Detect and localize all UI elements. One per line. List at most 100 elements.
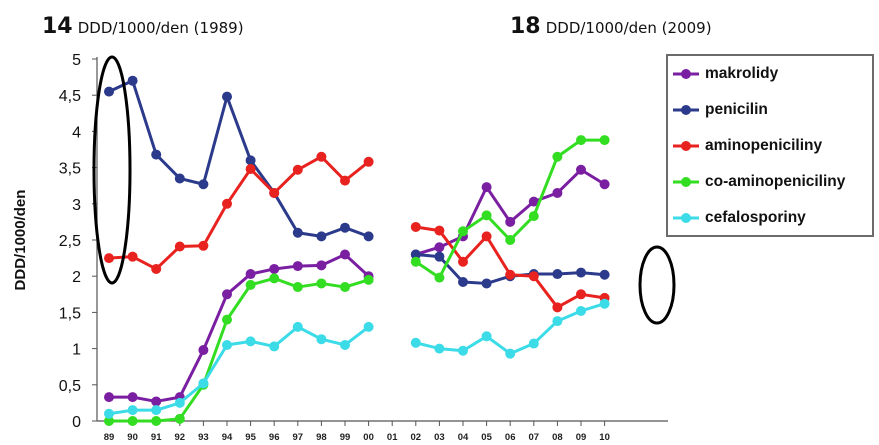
legend-swatch-co-aminopeniciliny bbox=[673, 177, 699, 187]
data-point-penicilin bbox=[481, 278, 492, 289]
data-point-aminopeniciliny bbox=[505, 269, 516, 280]
data-point-aminopeniciliny bbox=[340, 175, 350, 186]
data-point-penicilin bbox=[434, 251, 445, 262]
annotation-ellipse-right bbox=[638, 245, 676, 325]
x-tick-label: 92 bbox=[175, 432, 186, 443]
data-point-co-aminopeniciliny bbox=[434, 272, 445, 283]
data-point-aminopeniciliny bbox=[174, 241, 185, 252]
data-point-aminopeniciliny bbox=[552, 302, 563, 313]
data-point-co-aminopeniciliny bbox=[481, 210, 492, 221]
data-point-aminopeniciliny bbox=[316, 151, 327, 162]
data-point-aminopeniciliny bbox=[458, 256, 468, 267]
data-point-co-aminopeniciliny bbox=[245, 279, 256, 290]
data-point-co-aminopeniciliny bbox=[174, 413, 185, 424]
data-point-aminopeniciliny bbox=[151, 263, 162, 274]
data-point-makrolidy bbox=[222, 289, 232, 300]
data-point-aminopeniciliny bbox=[528, 271, 539, 282]
data-point-makrolidy bbox=[599, 179, 610, 190]
data-point-makrolidy bbox=[151, 396, 162, 407]
x-tick-label: 98 bbox=[316, 432, 327, 443]
y-tick-label: 2,5 bbox=[59, 233, 81, 250]
header-left: 14 DDD/1000/den (1989) bbox=[42, 14, 244, 39]
data-point-co-aminopeniciliny bbox=[458, 226, 468, 237]
data-point-penicilin bbox=[458, 276, 468, 287]
legend-swatch-penicilin bbox=[673, 105, 699, 115]
data-point-aminopeniciliny bbox=[434, 225, 445, 236]
data-point-makrolidy bbox=[104, 392, 114, 403]
data-point-co-aminopeniciliny bbox=[151, 416, 162, 426]
data-point-cefalosporiny bbox=[434, 343, 445, 354]
data-point-penicilin bbox=[316, 231, 327, 242]
data-point-cefalosporiny bbox=[198, 378, 209, 389]
x-tick-label: 04 bbox=[458, 432, 469, 443]
y-tick-label: 1,5 bbox=[59, 305, 81, 322]
data-point-aminopeniciliny bbox=[198, 240, 209, 251]
data-point-cefalosporiny bbox=[528, 338, 539, 349]
data-point-co-aminopeniciliny bbox=[104, 416, 114, 426]
data-point-co-aminopeniciliny bbox=[316, 278, 327, 289]
legend-swatch-marker bbox=[681, 213, 691, 223]
data-point-co-aminopeniciliny bbox=[269, 273, 280, 284]
legend-label: makrolidy bbox=[705, 65, 779, 82]
data-point-cefalosporiny bbox=[127, 405, 138, 416]
series-line-makrolidy bbox=[109, 252, 370, 403]
data-point-co-aminopeniciliny bbox=[599, 135, 610, 146]
data-point-penicilin bbox=[292, 227, 303, 238]
legend-swatch-aminopeniciliny bbox=[673, 141, 699, 151]
data-point-penicilin bbox=[174, 173, 185, 184]
y-tick-label: 4 bbox=[72, 124, 81, 141]
data-point-penicilin bbox=[245, 155, 256, 166]
data-point-penicilin bbox=[127, 75, 138, 86]
data-point-co-aminopeniciliny bbox=[363, 274, 374, 285]
x-tick-label: 09 bbox=[576, 432, 587, 443]
legend-swatch-cefalosporiny bbox=[673, 213, 699, 223]
data-point-penicilin bbox=[340, 222, 350, 233]
x-tick-label: 89 bbox=[104, 432, 115, 443]
y-tick-label: 3,5 bbox=[59, 161, 81, 178]
legend-swatch-marker bbox=[681, 69, 691, 79]
data-point-aminopeniciliny bbox=[269, 187, 280, 198]
x-tick-label: 97 bbox=[293, 432, 304, 443]
x-tick-label: 08 bbox=[552, 432, 563, 443]
data-point-co-aminopeniciliny bbox=[127, 416, 138, 426]
data-point-co-aminopeniciliny bbox=[528, 211, 539, 222]
data-point-co-aminopeniciliny bbox=[552, 151, 563, 162]
data-point-penicilin bbox=[151, 149, 162, 160]
data-point-cefalosporiny bbox=[410, 337, 421, 348]
data-point-cefalosporiny bbox=[552, 316, 563, 327]
data-point-makrolidy bbox=[505, 216, 516, 227]
header-right-number: 18 bbox=[510, 14, 541, 39]
series-line-penicilin bbox=[108, 79, 370, 238]
data-point-co-aminopeniciliny bbox=[505, 235, 516, 245]
y-tick-label: 3 bbox=[72, 197, 81, 214]
header-right: 18 DDD/1000/den (2009) bbox=[510, 14, 712, 39]
data-point-penicilin bbox=[552, 269, 563, 280]
data-point-aminopeniciliny bbox=[245, 164, 256, 175]
legend-swatch-marker bbox=[681, 105, 691, 115]
data-point-cefalosporiny bbox=[576, 305, 586, 316]
data-point-cefalosporiny bbox=[316, 334, 327, 345]
data-point-aminopeniciliny bbox=[104, 253, 114, 264]
header-left-number: 14 bbox=[42, 14, 73, 39]
data-point-co-aminopeniciliny bbox=[222, 314, 232, 325]
y-tick-label: 0,5 bbox=[59, 378, 81, 395]
data-point-cefalosporiny bbox=[363, 321, 374, 332]
data-point-cefalosporiny bbox=[174, 397, 185, 408]
data-point-co-aminopeniciliny bbox=[292, 282, 303, 293]
data-point-penicilin bbox=[410, 249, 421, 260]
data-point-co-aminopeniciliny bbox=[410, 256, 421, 267]
y-tick-label: 1 bbox=[72, 342, 81, 359]
x-tick-label: 94 bbox=[222, 432, 233, 443]
x-tick-label: 10 bbox=[599, 432, 610, 443]
y-tick-label: 0 bbox=[72, 414, 81, 431]
data-point-makrolidy bbox=[340, 249, 350, 260]
data-point-cefalosporiny bbox=[269, 341, 280, 352]
legend-item-co-aminopeniciliny: co-aminopeniciliny bbox=[668, 164, 872, 200]
data-point-aminopeniciliny bbox=[576, 289, 586, 300]
header-right-text: DDD/1000/den (2009) bbox=[545, 19, 712, 37]
x-tick-label: 96 bbox=[269, 432, 280, 443]
data-point-cefalosporiny bbox=[505, 348, 516, 359]
header-left-text: DDD/1000/den (1989) bbox=[77, 19, 244, 37]
data-point-makrolidy bbox=[316, 260, 327, 271]
